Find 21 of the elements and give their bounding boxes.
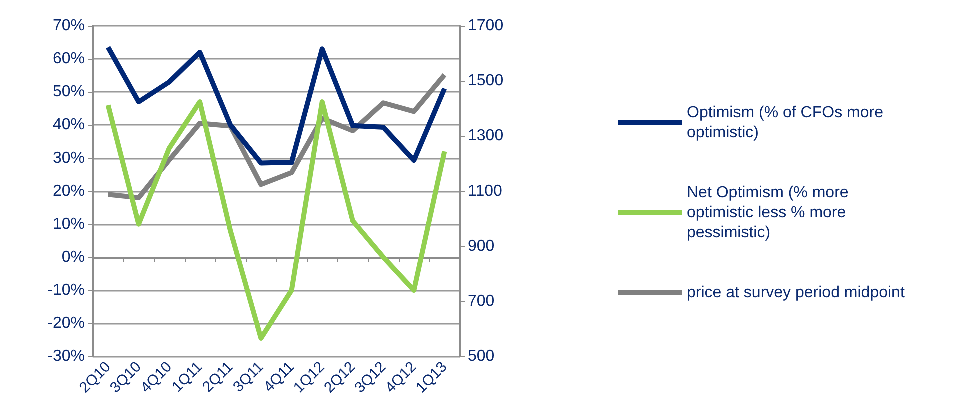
y2-tick-label: 1500 [468, 72, 504, 90]
legend-label: price at survey period midpoint [687, 284, 906, 302]
y2-tick-label: 1100 [468, 182, 503, 200]
y-tick-label: 40% [52, 116, 85, 134]
y-tick-label: 50% [52, 84, 85, 101]
y-tick-label: 30% [52, 150, 85, 167]
y-tick-label: 60% [52, 50, 85, 68]
y2-tick-label: 1300 [468, 128, 504, 145]
y2-tick-label: 500 [468, 348, 495, 366]
y-tick-label: 0% [62, 248, 85, 266]
y2-tick-label: 900 [468, 238, 495, 255]
legend-label: Net Optimism (% more optimistic less % more pessimistic) [687, 184, 854, 242]
y-tick-label: 70% [52, 18, 85, 34]
y-tick-label: -30% [48, 348, 85, 366]
y-tick-label: -20% [48, 315, 85, 332]
y2-tick-label: 700 [468, 293, 495, 310]
legend-label: Optimism (% of CFOs more optimistic) [687, 104, 888, 142]
y-tick-label: -10% [48, 282, 85, 300]
y2-tick-label: 1700 [468, 18, 504, 34]
y-tick-label: 10% [52, 216, 85, 233]
y-tick-label: 20% [52, 182, 85, 200]
